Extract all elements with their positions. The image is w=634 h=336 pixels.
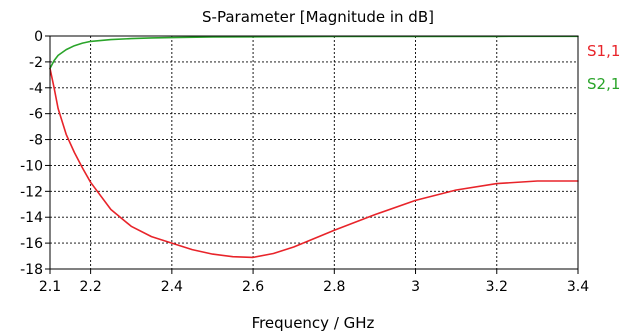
y-tick-label: -10 [20,158,43,174]
series-layer [49,35,579,259]
x-tick-label: 3.2 [486,279,508,295]
y-tick-label: -12 [20,184,43,200]
y-axis-ticks: 0 -2 -4 -6 -8 -10 -12 -14 -16 -18 [20,29,50,278]
x-tick-label: 2.2 [79,279,101,295]
y-tick-label: -8 [29,133,43,149]
legend: S1,1 S2,1 [587,42,620,93]
x-tick-label: 2.8 [323,279,345,295]
legend-entry: S2,1 [587,75,620,93]
grid [50,36,578,269]
legend-entry: S1,1 [587,42,620,60]
plot-frame [49,35,579,270]
y-tick-label: -14 [20,210,43,226]
y-tick-label: -18 [20,262,43,278]
x-axis-ticks: 2.1 2.2 2.4 2.6 2.8 3 3.2 3.4 [39,269,589,295]
series-line-S11 [49,67,579,259]
x-tick-label: 2.1 [39,279,61,295]
y-tick-label: -16 [20,236,43,252]
x-tick-label: 3.4 [567,279,589,295]
series-line-S21 [49,35,579,70]
y-tick-label: -6 [29,107,43,123]
x-axis-label: Frequency / GHz [252,314,375,332]
x-tick-label: 2.4 [161,279,183,295]
y-tick-label: -2 [29,55,43,71]
y-tick-label: 0 [34,29,43,45]
x-tick-label: 2.6 [242,279,264,295]
x-tick-label: 3 [411,279,420,295]
y-tick-label: -4 [29,81,43,97]
chart-title: S-Parameter [Magnitude in dB] [202,8,434,26]
